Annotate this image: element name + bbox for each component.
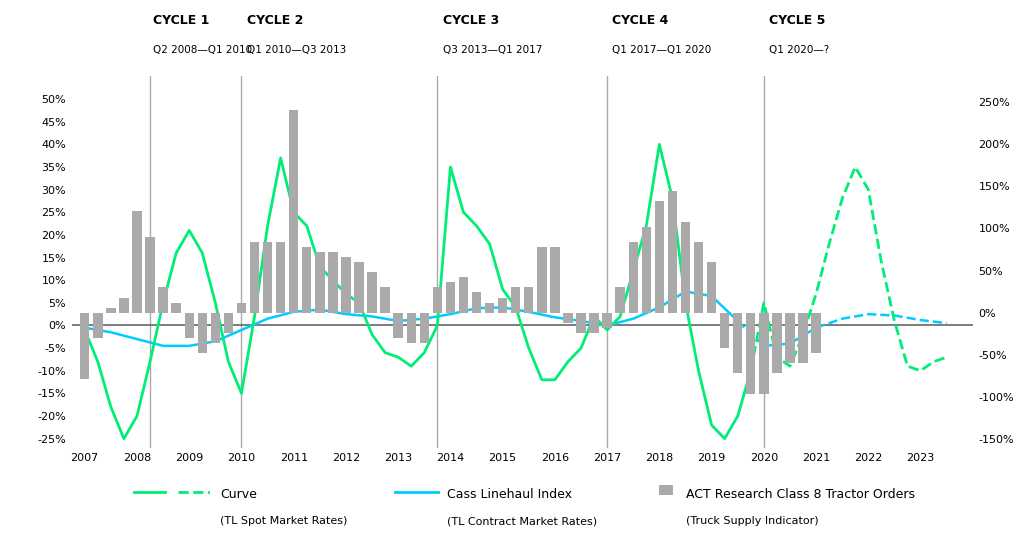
Bar [106, 307, 116, 313]
Bar [602, 313, 611, 328]
Bar [659, 485, 673, 495]
Text: Q1 2017—Q1 2020: Q1 2017—Q1 2020 [612, 45, 712, 55]
Text: (TL Spot Market Rates): (TL Spot Market Rates) [220, 517, 347, 526]
Bar [380, 287, 390, 313]
Bar [733, 313, 742, 373]
Bar [459, 277, 468, 313]
Text: CYCLE 2: CYCLE 2 [247, 14, 303, 27]
Text: (TL Contract Market Rates): (TL Contract Market Rates) [447, 517, 598, 526]
Bar [211, 313, 220, 343]
Text: Q1 2020—?: Q1 2020—? [769, 45, 829, 55]
Bar [681, 222, 690, 313]
Bar [511, 287, 520, 313]
Bar [615, 287, 625, 313]
Bar [563, 313, 572, 323]
Bar [237, 302, 246, 313]
Bar [590, 313, 599, 333]
Bar [472, 293, 481, 313]
Bar [577, 313, 586, 333]
Text: Curve: Curve [220, 488, 257, 501]
Bar [759, 313, 769, 394]
Bar [707, 262, 717, 313]
Bar [302, 247, 311, 313]
Bar [420, 313, 429, 343]
Bar [772, 313, 781, 373]
Text: CYCLE 3: CYCLE 3 [442, 14, 499, 27]
Bar [445, 282, 455, 313]
Bar [341, 257, 350, 313]
Bar [629, 242, 638, 313]
Text: CYCLE 4: CYCLE 4 [612, 14, 669, 27]
Bar [654, 201, 665, 313]
Bar [171, 302, 181, 313]
Bar [498, 298, 507, 313]
Bar [407, 313, 416, 343]
Bar [223, 313, 233, 333]
Bar [93, 313, 102, 338]
Text: Q1 2010—Q3 2013: Q1 2010—Q3 2013 [247, 45, 346, 55]
Text: (Truck Supply Indicator): (Truck Supply Indicator) [686, 517, 819, 526]
Text: Q2 2008—Q1 2010: Q2 2008—Q1 2010 [153, 45, 252, 55]
Bar [119, 298, 129, 313]
Bar [184, 313, 194, 338]
Bar [393, 313, 402, 338]
Bar [799, 313, 808, 363]
Bar [159, 287, 168, 313]
Bar [145, 237, 155, 313]
Text: Cass Linehaul Index: Cass Linehaul Index [447, 488, 572, 501]
Bar [785, 313, 795, 363]
Bar [642, 227, 651, 313]
Bar [80, 313, 89, 378]
Bar [315, 252, 325, 313]
Bar [289, 110, 298, 313]
Bar [433, 287, 442, 313]
Bar [263, 242, 272, 313]
Text: CYCLE 5: CYCLE 5 [769, 14, 825, 27]
Bar [328, 252, 338, 313]
Bar [275, 242, 286, 313]
Text: CYCLE 1: CYCLE 1 [153, 14, 209, 27]
Bar [811, 313, 821, 353]
Bar [668, 191, 677, 313]
Text: Q3 2013—Q1 2017: Q3 2013—Q1 2017 [442, 45, 542, 55]
Bar [720, 313, 729, 348]
Bar [250, 242, 259, 313]
Text: ACT Research Class 8 Tractor Orders: ACT Research Class 8 Tractor Orders [686, 488, 915, 501]
Bar [524, 287, 534, 313]
Bar [132, 211, 141, 313]
Bar [485, 302, 495, 313]
Bar [354, 262, 364, 313]
Bar [694, 242, 703, 313]
Bar [538, 247, 547, 313]
Bar [368, 272, 377, 313]
Bar [198, 313, 207, 353]
Bar [550, 247, 559, 313]
Bar [746, 313, 756, 394]
